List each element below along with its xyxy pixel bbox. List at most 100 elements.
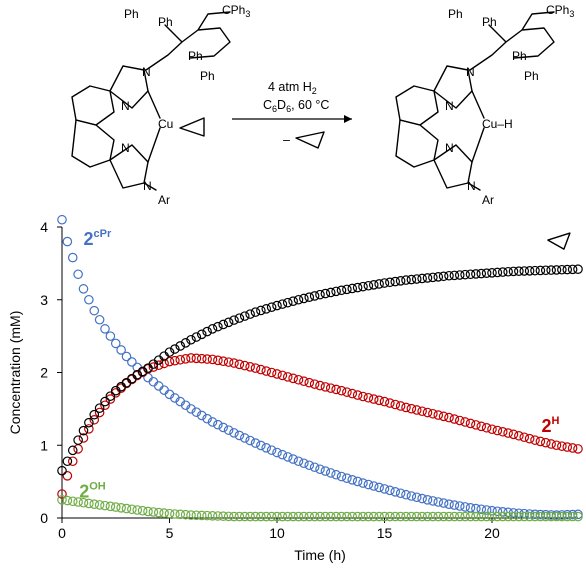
data-point [62, 236, 73, 247]
data-point [213, 355, 223, 366]
data-point [460, 511, 470, 522]
data-point [433, 497, 444, 507]
data-point [116, 503, 126, 513]
data-point [444, 270, 454, 281]
data-point [417, 511, 427, 522]
data-point [352, 390, 363, 400]
reactant-aryl-arm [145, 11, 231, 71]
data-point [514, 508, 524, 519]
data-point [363, 479, 374, 490]
data-point [379, 278, 390, 288]
data-point [213, 321, 223, 332]
data-point [492, 425, 503, 436]
data-point [567, 264, 578, 275]
data-point [256, 305, 266, 316]
data-point [411, 492, 422, 503]
data-point [132, 505, 143, 515]
data-point [153, 381, 164, 391]
product-ph-3: Ph [512, 49, 527, 63]
data-point [180, 338, 191, 348]
data-point [406, 511, 417, 522]
data-point [562, 511, 573, 522]
series-1-points [57, 353, 583, 499]
data-point [89, 305, 100, 316]
data-point [309, 291, 320, 301]
data-point [250, 363, 261, 373]
data-point [454, 501, 465, 511]
data-point [449, 500, 460, 510]
series-label-2-oh: 2OH [79, 481, 106, 502]
data-point [363, 280, 374, 291]
reactant-n-ar-bond [143, 182, 157, 191]
y-axis-label: Concentration (mM) [7, 311, 23, 435]
data-point [94, 500, 105, 510]
condition-solvent: C6D6, 60 °C [263, 98, 329, 114]
data-point [78, 497, 89, 508]
data-point [272, 369, 282, 379]
x-tick-label: 5 [166, 525, 174, 541]
data-point [514, 511, 524, 522]
data-point [422, 407, 433, 418]
data-point [234, 313, 245, 323]
reactant-ph-3: Ph [188, 49, 203, 63]
data-point [250, 438, 261, 448]
data-point [105, 501, 116, 512]
data-point [261, 511, 272, 522]
product-ph-4: Ph [524, 69, 539, 83]
data-point [546, 511, 556, 522]
data-point [390, 399, 401, 410]
data-point [514, 266, 524, 276]
data-point [110, 502, 121, 512]
data-point [170, 355, 180, 366]
chart-points [57, 215, 583, 522]
data-point [374, 511, 384, 522]
reactant-cu: Cu [158, 117, 173, 131]
data-point [433, 410, 444, 420]
data-point [320, 511, 331, 522]
data-point [309, 379, 320, 389]
kinetics-chart: 0 5 10 15 20 0 1 2 3 4 Time (h) Concentration (mM… [7, 215, 583, 563]
data-point [67, 252, 78, 263]
data-point [223, 425, 234, 435]
data-point [191, 332, 202, 342]
data-point [497, 267, 508, 277]
data-point [390, 511, 401, 522]
data-point [411, 405, 422, 415]
data-point [153, 360, 164, 371]
data-point [272, 447, 282, 458]
data-point [73, 497, 83, 507]
data-point [105, 391, 116, 401]
reactant-structure: Ph Ph CPh3 Ph Ph N N N N Ar Cu [71, 3, 250, 207]
data-point [299, 458, 309, 469]
data-point [336, 511, 347, 522]
data-point [358, 281, 368, 292]
data-point [325, 383, 336, 393]
data-point [476, 268, 487, 279]
data-point [519, 508, 530, 519]
chart-ticks: 0 5 10 15 20 0 1 2 3 4 [40, 219, 500, 541]
data-point [73, 444, 83, 454]
data-point [465, 418, 476, 429]
reactant-ring-bottom [71, 119, 115, 168]
data-point [164, 356, 175, 367]
data-point [368, 394, 379, 404]
data-point [519, 432, 530, 443]
data-point [524, 266, 535, 276]
data-point [218, 356, 229, 367]
data-point [336, 285, 347, 296]
data-point [250, 307, 261, 317]
data-point [444, 499, 454, 509]
data-point [508, 511, 519, 522]
data-point [191, 510, 202, 521]
data-point [89, 414, 100, 425]
data-point [417, 493, 427, 504]
data-point [293, 374, 304, 385]
data-point [390, 487, 401, 497]
data-point [320, 466, 331, 476]
data-point [325, 511, 336, 522]
data-point [223, 357, 234, 367]
data-point [325, 468, 336, 478]
data-point [57, 215, 67, 225]
data-point [250, 511, 261, 522]
data-point [406, 403, 417, 414]
